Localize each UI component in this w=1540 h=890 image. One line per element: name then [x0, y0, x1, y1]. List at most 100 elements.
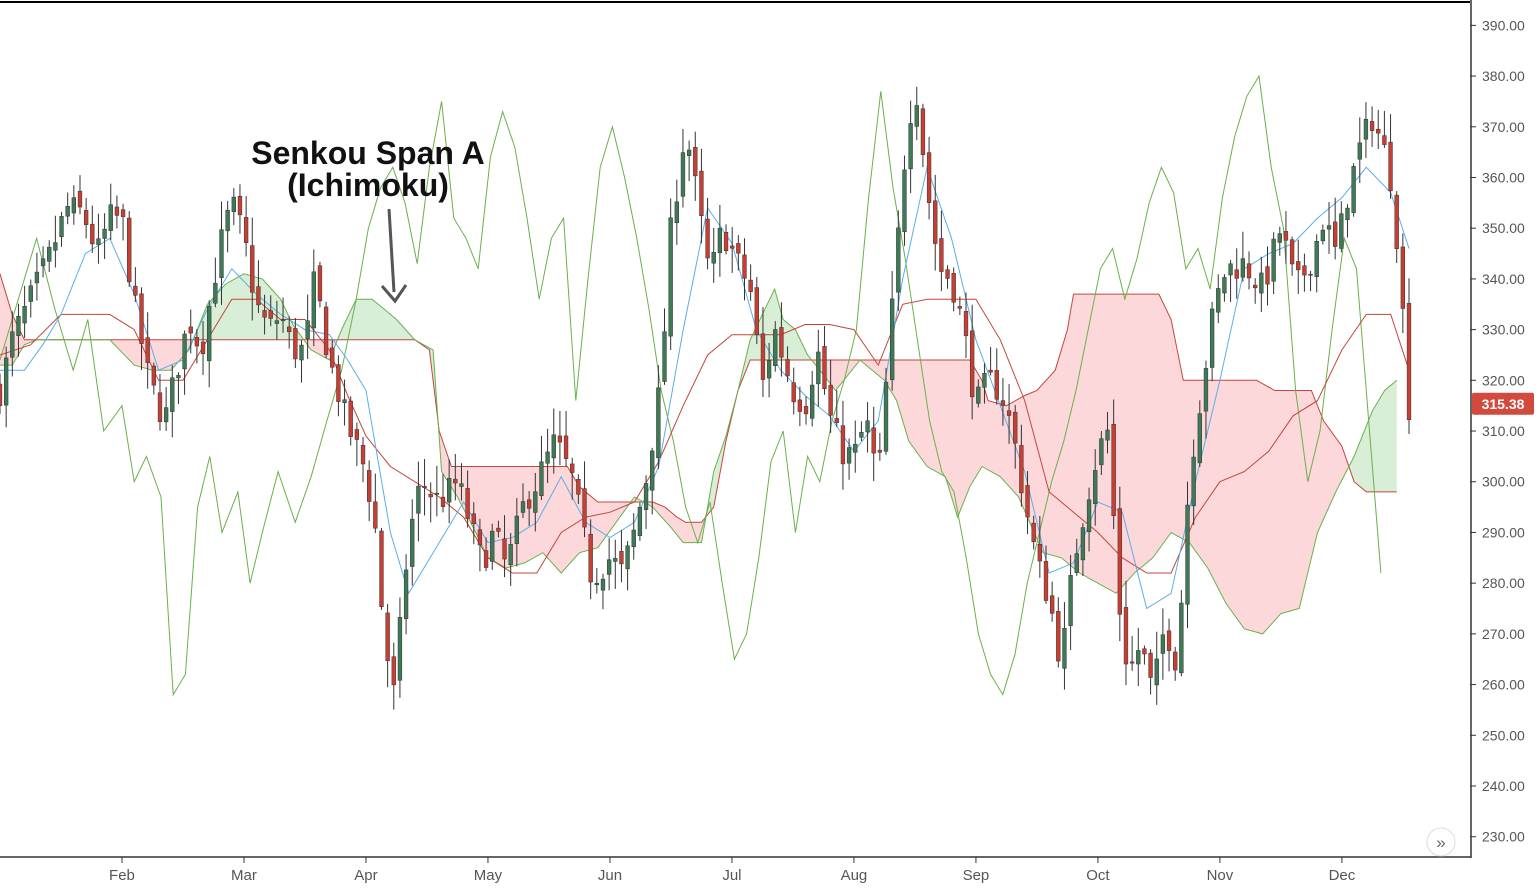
candle-down[interactable] [1013, 405, 1018, 469]
candle-down[interactable] [360, 436, 366, 483]
candle-down[interactable] [287, 316, 292, 349]
candle-down[interactable] [1376, 109, 1381, 149]
candle-down[interactable] [619, 530, 624, 583]
candle-down[interactable] [373, 473, 378, 534]
candle-up[interactable] [231, 188, 236, 226]
scroll-to-latest-button[interactable]: » [1426, 827, 1456, 857]
candle-down[interactable] [1400, 233, 1406, 333]
candle-down[interactable] [570, 457, 575, 500]
candle-down[interactable] [945, 265, 950, 289]
candle-up[interactable] [508, 532, 513, 586]
candle-up[interactable] [914, 86, 919, 141]
candle-down[interactable] [822, 325, 827, 395]
candle-up[interactable] [539, 435, 544, 501]
candle-up[interactable] [853, 420, 858, 473]
candle-down[interactable] [471, 502, 476, 545]
candle-up[interactable] [810, 370, 815, 427]
candle-up[interactable] [859, 421, 864, 442]
candle-down[interactable] [330, 339, 335, 374]
candle-down[interactable] [317, 261, 323, 308]
candle-down[interactable] [828, 359, 833, 433]
candle-up[interactable] [280, 297, 286, 333]
candle-down[interactable] [723, 224, 729, 255]
candle-down[interactable] [877, 432, 883, 461]
candle-up[interactable] [1228, 259, 1233, 302]
candle-up[interactable] [416, 461, 421, 542]
candle-down[interactable] [268, 295, 273, 327]
candle-up[interactable] [773, 321, 778, 372]
candle-down[interactable] [348, 396, 353, 446]
candle-down[interactable] [391, 642, 396, 710]
candle-down[interactable] [588, 519, 593, 600]
candle-down[interactable] [127, 211, 132, 287]
candle-down[interactable] [754, 276, 759, 345]
candle-up[interactable] [1357, 117, 1362, 184]
candle-up[interactable] [1345, 204, 1350, 238]
candle-up[interactable] [606, 538, 612, 591]
candle-up[interactable] [902, 155, 907, 246]
candle-down[interactable] [237, 184, 243, 234]
candle-down[interactable] [200, 321, 206, 375]
candle-down[interactable] [1406, 278, 1412, 435]
candle-down[interactable] [379, 527, 384, 610]
candle-up[interactable] [1197, 400, 1202, 468]
candle-up[interactable] [213, 257, 218, 308]
candle-down[interactable] [582, 461, 587, 538]
candle-down[interactable] [994, 348, 999, 405]
candle-up[interactable] [1093, 449, 1098, 526]
candle-down[interactable] [1246, 251, 1252, 290]
candle-up[interactable] [96, 213, 101, 264]
candle-up[interactable] [890, 271, 895, 391]
candle-up[interactable] [1339, 201, 1344, 253]
candle-up[interactable] [625, 541, 630, 591]
candle-up[interactable] [1136, 627, 1141, 687]
candle-up[interactable] [514, 498, 519, 567]
candle-up[interactable] [1203, 360, 1209, 439]
candle-up[interactable] [1326, 202, 1332, 254]
candle-up[interactable] [883, 367, 889, 455]
candle-down[interactable] [939, 210, 944, 292]
candle-down[interactable] [194, 328, 200, 364]
candle-up[interactable] [47, 240, 52, 272]
candle-down[interactable] [699, 148, 704, 244]
candle-down[interactable] [90, 205, 95, 253]
candle-down[interactable] [1253, 278, 1258, 304]
candle-up[interactable] [225, 200, 230, 253]
candle-up[interactable] [650, 447, 655, 515]
candle-up[interactable] [490, 523, 495, 570]
candle-down[interactable] [1025, 471, 1030, 535]
candle-up[interactable] [1062, 602, 1067, 690]
candle-down[interactable] [797, 386, 803, 427]
candle-down[interactable] [834, 390, 839, 427]
candle-up[interactable] [1209, 301, 1215, 382]
candle-down[interactable] [988, 347, 993, 376]
candle-down[interactable] [748, 264, 753, 301]
candle-down[interactable] [1382, 110, 1387, 149]
candle-down[interactable] [77, 175, 83, 215]
candle-down[interactable] [920, 103, 926, 168]
candle-down[interactable] [440, 473, 446, 513]
candle-down[interactable] [262, 294, 267, 335]
candle-down[interactable] [1019, 424, 1024, 507]
candle-up[interactable] [656, 365, 661, 469]
candle-up[interactable] [533, 472, 538, 532]
candle-down[interactable] [526, 491, 532, 527]
candle-down[interactable] [1006, 384, 1012, 444]
candle-down[interactable] [803, 396, 809, 425]
candle-down[interactable] [785, 346, 790, 383]
candle-down[interactable] [1289, 236, 1295, 276]
candle-up[interactable] [1351, 163, 1356, 217]
candle-down[interactable] [453, 454, 458, 501]
candle-down[interactable] [293, 317, 298, 368]
candle-up[interactable] [896, 210, 901, 312]
candle-down[interactable] [1049, 581, 1055, 622]
candle-up[interactable] [1320, 224, 1326, 245]
candle-down[interactable] [502, 515, 507, 578]
candle-down[interactable] [760, 306, 766, 398]
candle-down[interactable] [0, 373, 3, 415]
candle-up[interactable] [3, 346, 9, 428]
candle-up[interactable] [982, 363, 987, 404]
candle-up[interactable] [34, 252, 40, 301]
candle-up[interactable] [176, 372, 181, 405]
candle-up[interactable] [643, 475, 649, 529]
